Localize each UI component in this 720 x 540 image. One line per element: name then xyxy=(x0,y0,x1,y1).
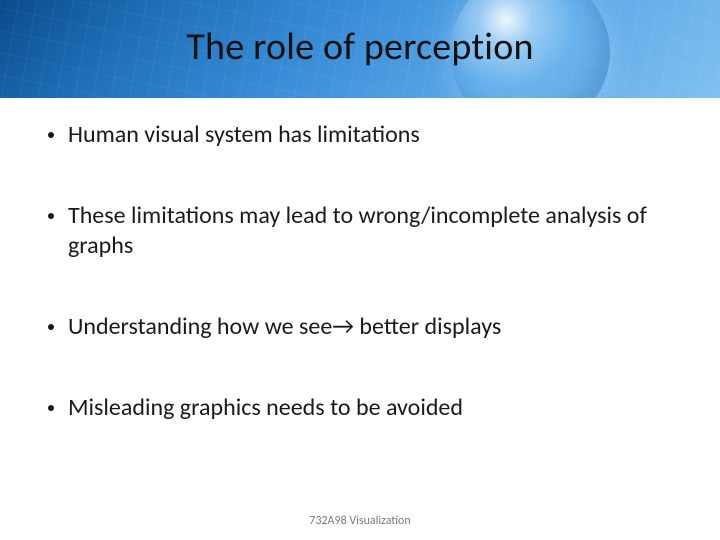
bullet-marker-icon xyxy=(48,132,54,138)
bullet-item: Human visual system has limitations xyxy=(48,120,672,149)
slide-footer: 732A98 Visualization xyxy=(0,514,720,528)
bullet-marker-icon xyxy=(48,213,54,219)
slide-title: The role of perception xyxy=(0,24,720,70)
bullet-item: These limitations may lead to wrong/inco… xyxy=(48,201,672,260)
slide-content: Human visual system has limitations Thes… xyxy=(48,120,672,500)
bullet-text: Understanding how we see→ better display… xyxy=(68,312,672,341)
bullet-text: Human visual system has limitations xyxy=(68,120,672,149)
bullet-marker-icon xyxy=(48,405,54,411)
bullet-item: Misleading graphics needs to be avoided xyxy=(48,393,672,422)
bullet-item: Understanding how we see→ better display… xyxy=(48,312,672,341)
bullet-text: Misleading graphics needs to be avoided xyxy=(68,393,672,422)
slide: The role of perception Human visual syst… xyxy=(0,0,720,540)
bullet-text: These limitations may lead to wrong/inco… xyxy=(68,201,672,260)
bullet-marker-icon xyxy=(48,324,54,330)
